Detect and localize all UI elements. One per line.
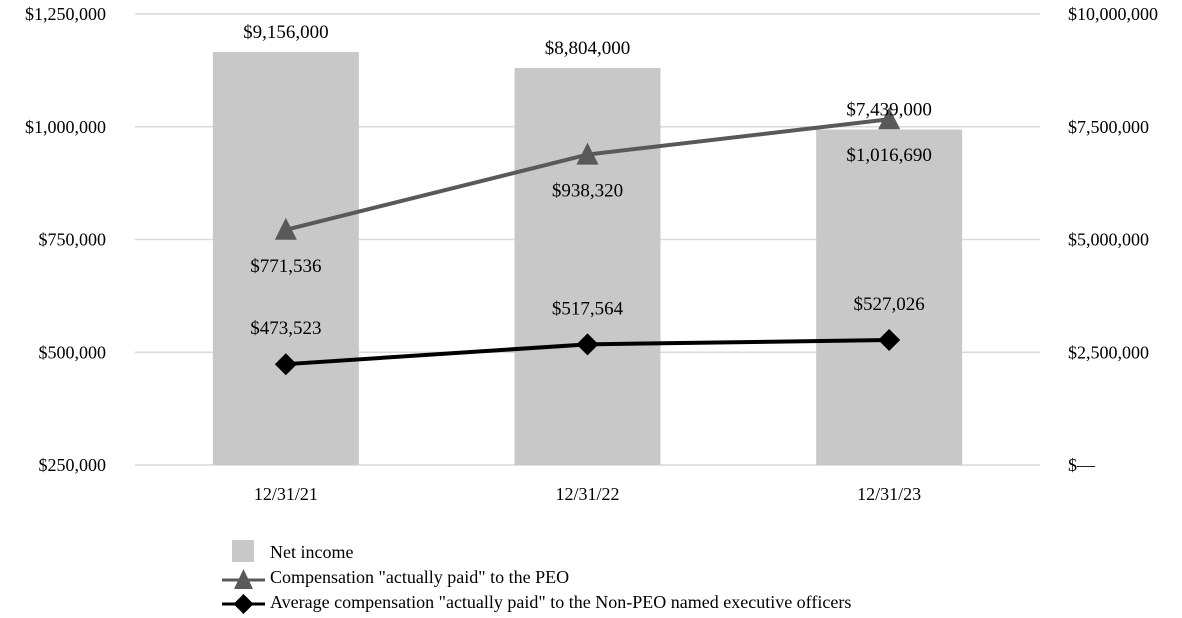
left-axis-tick-label: $1,000,000	[25, 117, 106, 137]
legend: Net income Compensation "actually paid" …	[222, 540, 851, 614]
left-axis-ticks: $250,000 $500,000 $750,000 $1,000,000 $1,250…	[25, 4, 106, 475]
right-axis-tick-label: $—	[1068, 455, 1096, 475]
right-axis-tick-label: $5,000,000	[1068, 230, 1149, 250]
x-axis-tick-label: 12/31/21	[254, 484, 318, 504]
left-axis-tick-label: $500,000	[39, 342, 107, 362]
x-axis-tick-label: 12/31/22	[555, 484, 619, 504]
legend-label-net-income: Net income	[270, 542, 353, 562]
bar-data-label: $8,804,000	[545, 38, 631, 59]
left-axis-tick-label: $750,000	[39, 230, 107, 250]
non-peo-data-label: $527,026	[854, 294, 925, 315]
right-axis-tick-label: $7,500,000	[1068, 117, 1149, 137]
peo-data-label: $938,320	[552, 181, 623, 202]
legend-swatch-net-income	[232, 540, 254, 562]
peo-data-label: $1,016,690	[846, 145, 932, 166]
right-axis-tick-label: $2,500,000	[1068, 342, 1149, 362]
right-axis-tick-label: $10,000,000	[1068, 4, 1158, 24]
peo-data-label: $771,536	[250, 256, 321, 277]
non-peo-data-label: $473,523	[250, 318, 321, 339]
right-axis-ticks: $— $2,500,000 $5,000,000 $7,500,000 $10,000,…	[1068, 4, 1158, 475]
x-axis-ticks: 12/31/21 12/31/22 12/31/23	[254, 484, 921, 504]
legend-diamond-icon	[234, 594, 254, 614]
legend-label-peo: Compensation "actually paid" to the PEO	[270, 567, 569, 587]
bar-net-income	[515, 68, 661, 465]
left-axis-tick-label: $1,250,000	[25, 4, 106, 24]
non-peo-data-label: $517,564	[552, 298, 624, 319]
left-axis-tick-label: $250,000	[39, 455, 107, 475]
x-axis-tick-label: 12/31/23	[857, 484, 921, 504]
legend-label-non-peo: Average compensation "actually paid" to …	[270, 592, 851, 612]
bar-data-label: $9,156,000	[243, 22, 329, 43]
bar-data-label: $7,439,000	[846, 100, 932, 121]
